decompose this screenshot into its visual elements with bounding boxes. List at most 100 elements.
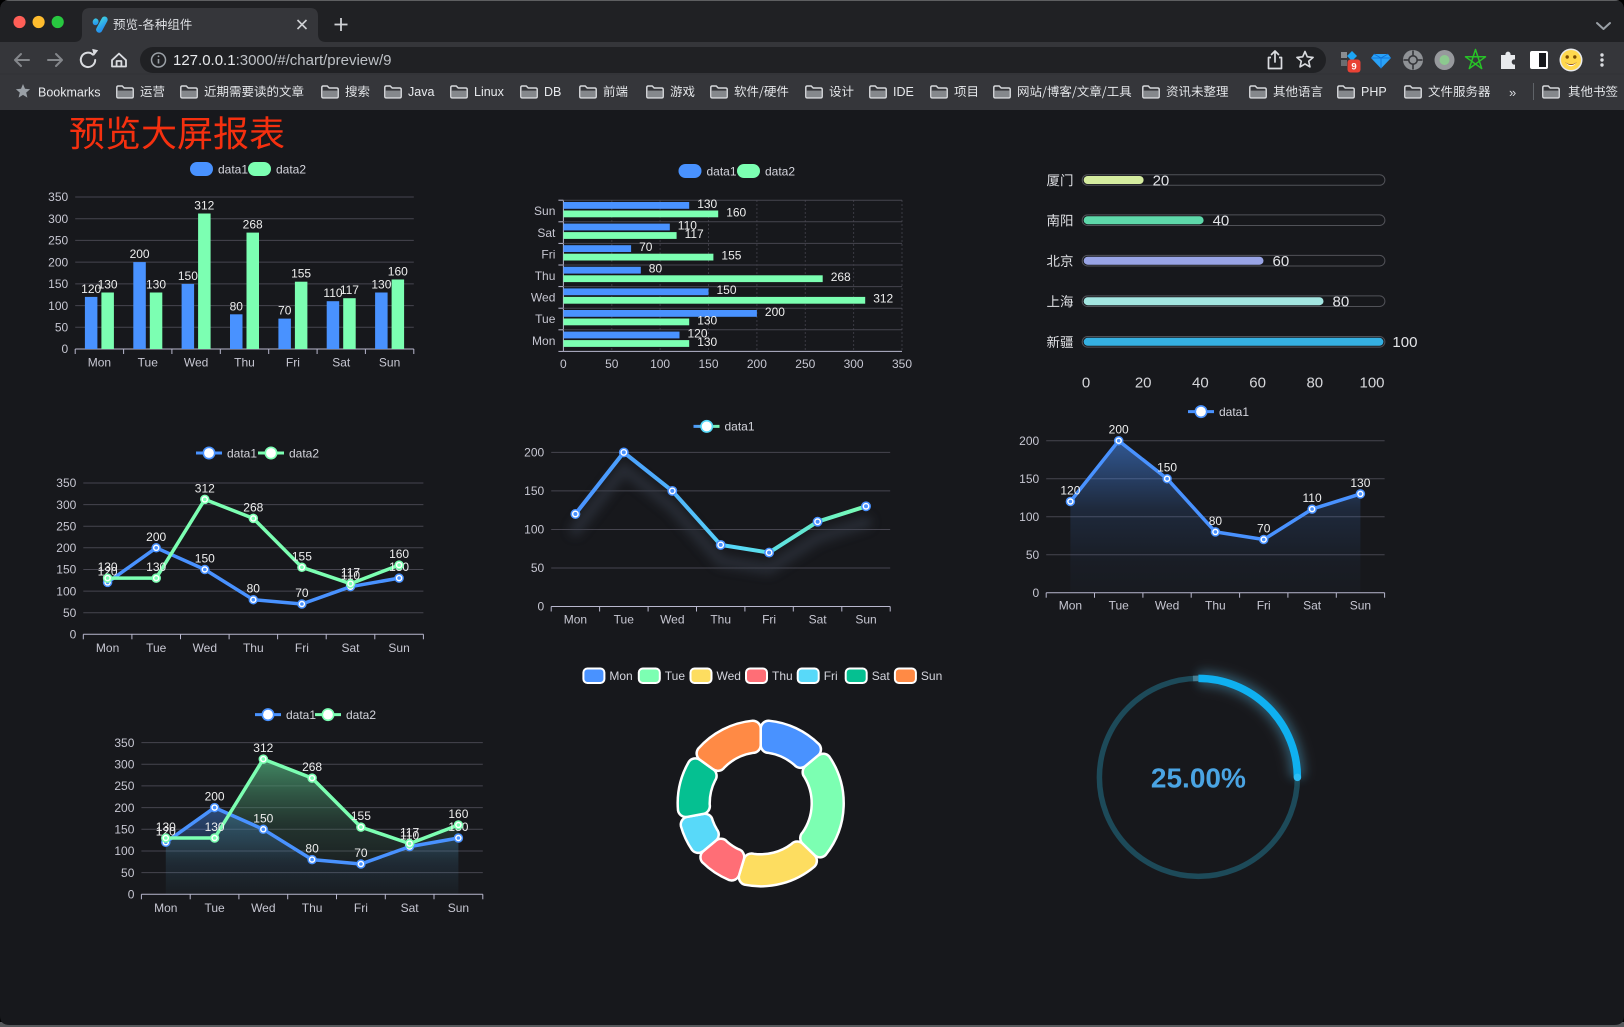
svg-text:100: 100 bbox=[56, 584, 76, 598]
svg-text:Mon: Mon bbox=[1059, 599, 1082, 613]
svg-text:150: 150 bbox=[1157, 461, 1177, 475]
svg-text:150: 150 bbox=[56, 563, 76, 577]
svg-text:300: 300 bbox=[844, 357, 864, 371]
svg-text:0: 0 bbox=[70, 628, 77, 642]
svg-text:80: 80 bbox=[1209, 514, 1223, 528]
svg-text:IDE: IDE bbox=[893, 85, 914, 99]
svg-text:70: 70 bbox=[295, 586, 309, 600]
svg-text:350: 350 bbox=[56, 476, 76, 490]
svg-text:250: 250 bbox=[48, 234, 68, 248]
svg-text:70: 70 bbox=[1257, 522, 1271, 536]
svg-text:Sat: Sat bbox=[809, 613, 828, 627]
svg-text:Sun: Sun bbox=[921, 669, 942, 683]
svg-text:Fri: Fri bbox=[541, 247, 555, 261]
svg-text:Tue: Tue bbox=[535, 312, 556, 326]
svg-text:250: 250 bbox=[114, 779, 134, 793]
svg-text:9: 9 bbox=[1351, 62, 1356, 73]
svg-text:Sun: Sun bbox=[448, 901, 469, 915]
svg-text:100: 100 bbox=[1392, 334, 1417, 351]
svg-text:312: 312 bbox=[195, 481, 215, 495]
svg-text:»: » bbox=[1509, 85, 1516, 100]
svg-text:Mon: Mon bbox=[532, 334, 555, 348]
svg-text:DB: DB bbox=[544, 85, 561, 99]
svg-text:130: 130 bbox=[697, 197, 717, 211]
svg-text:110: 110 bbox=[678, 218, 697, 232]
svg-text:130: 130 bbox=[156, 820, 176, 834]
svg-text:80: 80 bbox=[1306, 375, 1323, 392]
svg-text:data1: data1 bbox=[707, 165, 737, 179]
svg-text:Wed: Wed bbox=[251, 901, 275, 915]
svg-text:130: 130 bbox=[146, 560, 166, 574]
svg-text:150: 150 bbox=[1019, 472, 1039, 486]
svg-text:117: 117 bbox=[341, 566, 360, 580]
svg-text:Thu: Thu bbox=[302, 901, 323, 915]
svg-text:200: 200 bbox=[130, 247, 150, 261]
svg-text:Mon: Mon bbox=[564, 613, 587, 627]
svg-text:70: 70 bbox=[354, 846, 368, 860]
svg-text:110: 110 bbox=[341, 569, 360, 583]
svg-text:150: 150 bbox=[524, 484, 544, 498]
svg-text:100: 100 bbox=[650, 357, 670, 371]
svg-text:200: 200 bbox=[48, 255, 68, 269]
svg-text:80: 80 bbox=[230, 299, 244, 313]
svg-text:150: 150 bbox=[195, 552, 215, 566]
svg-text:data1: data1 bbox=[218, 163, 248, 177]
svg-text:Fri: Fri bbox=[762, 613, 776, 627]
svg-text:Linux: Linux bbox=[474, 85, 505, 99]
svg-text:Sat: Sat bbox=[332, 356, 351, 370]
svg-text:Tue: Tue bbox=[1109, 599, 1130, 613]
svg-text:Fri: Fri bbox=[286, 356, 300, 370]
svg-text:60: 60 bbox=[1249, 375, 1266, 392]
svg-text:Thu: Thu bbox=[710, 613, 731, 627]
svg-text:130: 130 bbox=[697, 335, 717, 349]
svg-text:130: 130 bbox=[98, 560, 118, 574]
svg-text:data2: data2 bbox=[289, 446, 319, 460]
svg-text:PHP: PHP bbox=[1361, 85, 1387, 99]
svg-text:Thu: Thu bbox=[234, 356, 255, 370]
svg-text:155: 155 bbox=[351, 809, 371, 823]
svg-text:Thu: Thu bbox=[1205, 599, 1226, 613]
svg-text:300: 300 bbox=[114, 758, 134, 772]
svg-text:200: 200 bbox=[765, 305, 785, 319]
svg-text:150: 150 bbox=[717, 283, 737, 297]
svg-text:300: 300 bbox=[56, 498, 76, 512]
svg-text:200: 200 bbox=[524, 446, 544, 460]
svg-text:120: 120 bbox=[81, 282, 101, 296]
svg-text:70: 70 bbox=[278, 304, 292, 318]
svg-text:60: 60 bbox=[1273, 253, 1290, 270]
svg-text:Sat: Sat bbox=[872, 669, 891, 683]
svg-text:20: 20 bbox=[1135, 375, 1152, 392]
svg-text:200: 200 bbox=[1109, 423, 1129, 437]
svg-text:0: 0 bbox=[62, 342, 69, 356]
svg-text:250: 250 bbox=[56, 519, 76, 533]
svg-text:312: 312 bbox=[253, 741, 273, 755]
svg-text:350: 350 bbox=[48, 190, 68, 204]
svg-text:268: 268 bbox=[243, 500, 263, 514]
svg-text:130: 130 bbox=[205, 820, 225, 834]
svg-text:Tue: Tue bbox=[614, 613, 635, 627]
svg-text:50: 50 bbox=[55, 321, 69, 335]
svg-text:160: 160 bbox=[389, 547, 409, 561]
svg-text:Sat: Sat bbox=[537, 226, 556, 240]
svg-text:80: 80 bbox=[649, 262, 663, 276]
svg-text:130: 130 bbox=[1350, 476, 1370, 490]
svg-text:110: 110 bbox=[323, 286, 342, 300]
svg-text:Tue: Tue bbox=[204, 901, 225, 915]
svg-text:50: 50 bbox=[63, 606, 77, 620]
svg-text:350: 350 bbox=[114, 736, 134, 750]
svg-text:130: 130 bbox=[146, 278, 166, 292]
svg-text:312: 312 bbox=[194, 199, 214, 213]
svg-text:268: 268 bbox=[302, 760, 322, 774]
svg-text:110: 110 bbox=[400, 829, 419, 843]
svg-text:268: 268 bbox=[831, 270, 851, 284]
svg-text:data2: data2 bbox=[346, 708, 376, 722]
svg-text:Thu: Thu bbox=[772, 669, 793, 683]
svg-text:200: 200 bbox=[146, 530, 166, 544]
svg-text:data1: data1 bbox=[725, 420, 755, 434]
svg-text:200: 200 bbox=[56, 541, 76, 555]
svg-text:Fri: Fri bbox=[295, 641, 309, 655]
svg-text:40: 40 bbox=[1213, 213, 1230, 230]
svg-text:Sat: Sat bbox=[401, 901, 420, 915]
svg-text:110: 110 bbox=[1303, 491, 1322, 505]
svg-text:50: 50 bbox=[1026, 548, 1040, 562]
